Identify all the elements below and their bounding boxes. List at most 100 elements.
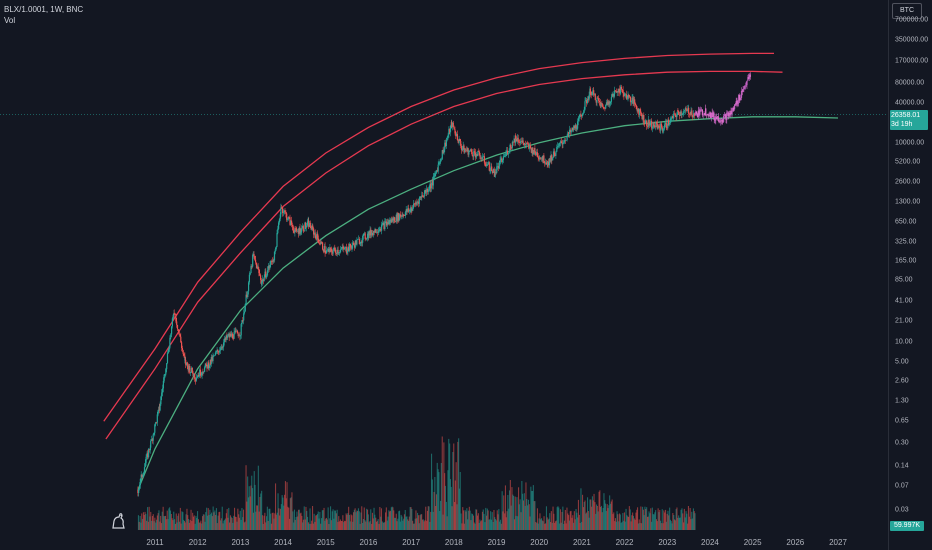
- volume-bar: [505, 517, 507, 530]
- price-axis[interactable]: 700000.00 350000.00 170000.00 80000.00 40000…: [888, 0, 932, 550]
- volume-bar: [239, 510, 241, 530]
- price-candle: [611, 93, 613, 98]
- projection-candle: [695, 111, 697, 115]
- price-candle: [525, 142, 527, 145]
- volume-bar: [504, 513, 506, 530]
- price-candle: [668, 122, 671, 125]
- projection-candle: [697, 110, 699, 118]
- volume-bar: [163, 516, 165, 530]
- price-candle: [367, 233, 369, 239]
- price-candle: [255, 259, 257, 263]
- projection-candle: [726, 112, 728, 120]
- price-candle: [160, 396, 162, 405]
- price-candle: [302, 226, 304, 231]
- price-candle: [474, 152, 477, 158]
- price-candle: [141, 474, 143, 477]
- volume-bar: [631, 515, 633, 530]
- volume-bar: [383, 522, 385, 530]
- volume-bar: [555, 520, 557, 530]
- volume-bar: [161, 511, 163, 530]
- price-candle: [288, 217, 290, 218]
- price-candle: [630, 101, 632, 103]
- price-candle: [402, 214, 404, 216]
- price-candle: [564, 140, 567, 141]
- volume-bar: [442, 514, 444, 530]
- price-candle: [209, 359, 212, 364]
- price-candle: [376, 232, 379, 233]
- price-candle: [496, 166, 498, 173]
- price-candle: [243, 311, 246, 314]
- volume-bar: [582, 507, 584, 530]
- price-candle: [422, 195, 424, 197]
- projection-candle: [743, 88, 745, 90]
- volume-bar: [138, 521, 140, 530]
- price-candle: [511, 141, 513, 148]
- price-candle: [640, 112, 642, 115]
- volume-bar: [577, 499, 579, 530]
- volume-bar: [638, 519, 640, 530]
- volume-bar: [554, 523, 556, 530]
- volume-bar: [435, 494, 437, 530]
- volume-bar: [418, 523, 420, 530]
- price-candle: [333, 247, 335, 251]
- symbol-info[interactable]: BLX/1.0001, 1W, BNC: [4, 5, 84, 14]
- price-candle: [305, 222, 307, 228]
- volume-bar: [347, 513, 349, 530]
- volume-label[interactable]: Vol: [4, 16, 16, 25]
- volume-bar: [346, 514, 348, 530]
- volume-bar: [618, 521, 620, 530]
- volume-bar: [496, 510, 498, 530]
- volume-bar: [372, 518, 374, 530]
- volume-bar: [170, 514, 172, 530]
- volume-bar: [215, 515, 217, 530]
- volume-bar: [489, 519, 491, 530]
- price-candle: [173, 313, 175, 314]
- price-candle: [267, 266, 269, 271]
- volume-bar: [532, 491, 534, 530]
- price-candle: [319, 243, 321, 244]
- volume-bar: [268, 508, 270, 530]
- volume-bar: [315, 515, 317, 530]
- price-candle: [389, 221, 391, 223]
- price-candle: [629, 96, 632, 103]
- volume-bar: [619, 513, 621, 530]
- price-candle: [232, 338, 234, 339]
- volume-bar: [174, 523, 176, 530]
- price-candle: [140, 474, 142, 479]
- price-candle: [304, 222, 306, 231]
- price-candle: [585, 100, 587, 102]
- volume-bar: [349, 521, 351, 530]
- price-candle: [368, 231, 370, 236]
- volume-bar: [381, 521, 383, 530]
- projection-candle: [712, 112, 714, 118]
- price-candle: [614, 90, 617, 92]
- price-candle: [562, 142, 564, 145]
- price-candle: [181, 342, 183, 348]
- volume-bar: [495, 520, 497, 530]
- price-candle: [633, 99, 635, 104]
- volume-bar: [316, 515, 318, 530]
- volume-bar: [352, 521, 354, 530]
- price-candle: [155, 422, 158, 423]
- chart-plot-area[interactable]: [0, 0, 888, 550]
- volume-bar: [545, 523, 547, 530]
- volume-bar: [191, 521, 193, 530]
- projection-candle: [724, 114, 726, 115]
- volume-bar: [486, 515, 488, 530]
- volume-bar: [459, 472, 461, 530]
- projection-candle: [739, 100, 741, 101]
- price-candle: [617, 92, 619, 93]
- volume-bar: [168, 508, 170, 530]
- volume-bar: [435, 506, 437, 530]
- volume-bar: [259, 497, 261, 530]
- volume-bar: [454, 502, 456, 530]
- volume-bar: [673, 515, 675, 530]
- currency-button[interactable]: BTC: [892, 3, 922, 19]
- projection-candle: [742, 89, 744, 92]
- tradingview-dino-logo-icon[interactable]: [110, 512, 128, 530]
- volume-bar: [612, 514, 614, 530]
- price-candle: [357, 239, 359, 240]
- price-candle: [603, 107, 605, 109]
- price-candle: [578, 116, 580, 119]
- price-candle: [495, 172, 497, 173]
